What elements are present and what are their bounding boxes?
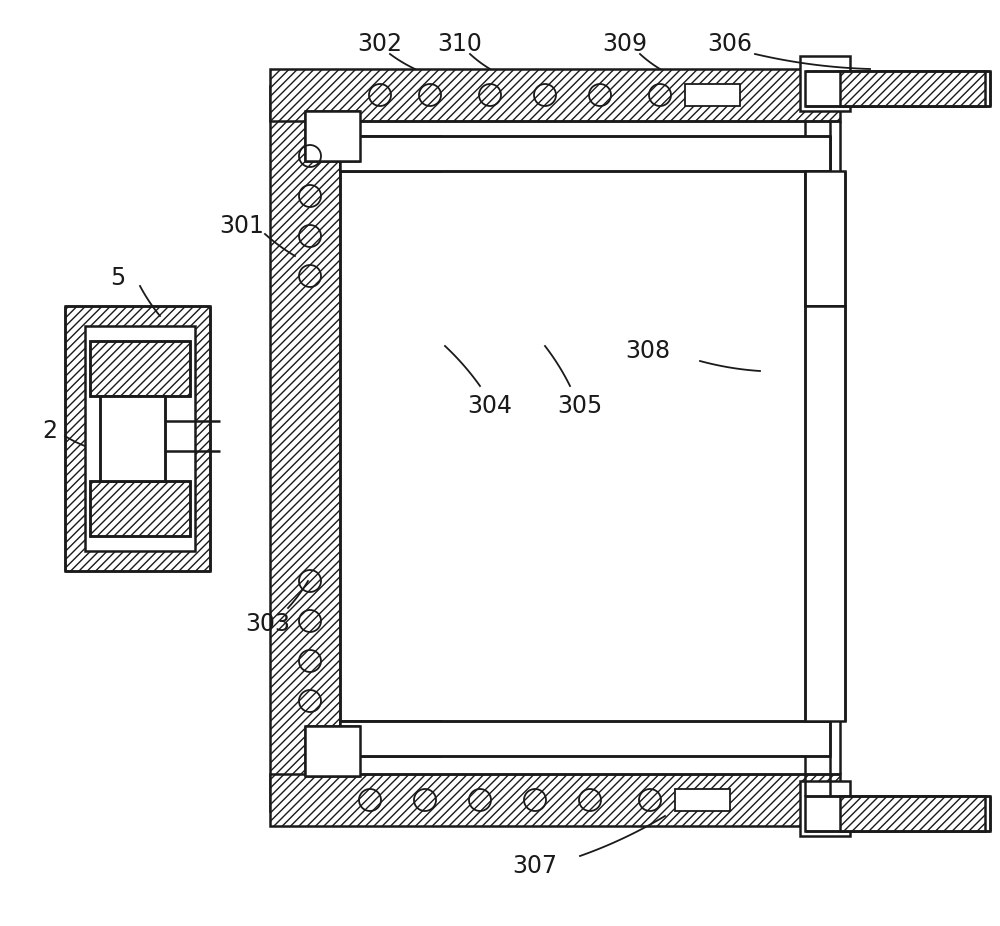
- Bar: [805, 796, 990, 831]
- Text: 303: 303: [246, 612, 290, 636]
- Bar: [800, 56, 850, 111]
- Bar: [270, 69, 840, 121]
- Text: 308: 308: [625, 339, 671, 363]
- Bar: [305, 111, 360, 161]
- Bar: [800, 781, 850, 836]
- Bar: [685, 84, 740, 106]
- Bar: [90, 341, 190, 396]
- Bar: [85, 326, 195, 551]
- Bar: [840, 796, 985, 831]
- Bar: [675, 789, 730, 811]
- Bar: [90, 481, 190, 536]
- Bar: [340, 136, 440, 171]
- Bar: [90, 341, 190, 396]
- Bar: [805, 306, 845, 721]
- Bar: [90, 481, 190, 536]
- Bar: [65, 306, 210, 571]
- Text: 306: 306: [708, 32, 753, 56]
- Bar: [340, 721, 440, 756]
- Text: 302: 302: [358, 32, 402, 56]
- Bar: [840, 71, 985, 106]
- Text: 305: 305: [557, 394, 603, 418]
- Bar: [100, 396, 165, 481]
- Bar: [805, 71, 990, 106]
- Bar: [270, 86, 340, 811]
- Bar: [305, 726, 360, 776]
- Text: 5: 5: [110, 266, 126, 290]
- Bar: [340, 136, 830, 171]
- Text: 310: 310: [438, 32, 482, 56]
- Bar: [340, 721, 830, 756]
- Text: 309: 309: [602, 32, 648, 56]
- Text: 2: 2: [42, 419, 58, 443]
- Text: 304: 304: [468, 394, 512, 418]
- Text: 307: 307: [512, 854, 558, 878]
- Text: 301: 301: [220, 214, 264, 238]
- Bar: [270, 774, 840, 826]
- Bar: [805, 171, 845, 306]
